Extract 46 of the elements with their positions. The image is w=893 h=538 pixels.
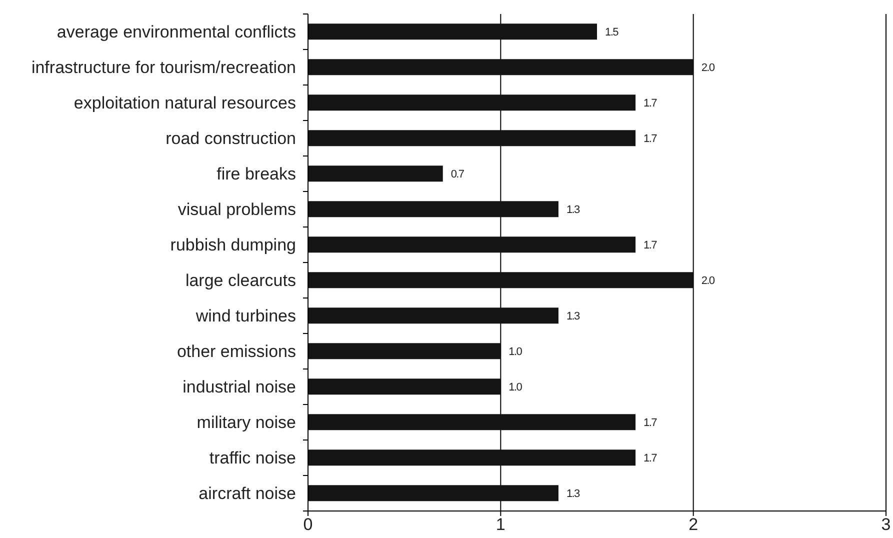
bar — [308, 343, 501, 360]
data-label: 1.3 — [566, 204, 580, 216]
y-tick-label: wind turbines — [194, 306, 296, 326]
bar — [308, 414, 636, 430]
y-tick-label: infrastructure for tourism/recreation — [31, 58, 296, 78]
bar — [308, 378, 501, 395]
bar — [308, 94, 636, 111]
data-label: 1.7 — [644, 97, 658, 110]
y-tick-label: other emissions — [176, 342, 296, 362]
y-tick-label: exploitation natural resources — [74, 94, 296, 113]
data-label: 2.0 — [701, 274, 715, 287]
data-label: 1.7 — [644, 239, 658, 252]
data-label: 1.0 — [508, 346, 522, 358]
data-label: 1.7 — [644, 416, 658, 429]
bar — [308, 272, 694, 288]
y-tick-label: traffic noise — [209, 448, 296, 468]
data-label: 1.3 — [566, 310, 580, 322]
data-label: 1.7 — [644, 132, 658, 145]
bar — [308, 24, 597, 40]
y-tick-label: military noise — [196, 413, 296, 432]
bar — [308, 166, 443, 182]
y-tick-label: road construction — [166, 129, 296, 148]
y-tick-label: fire breaks — [216, 164, 296, 184]
x-tick-label: 3 — [881, 515, 891, 534]
data-label: 1.5 — [605, 26, 619, 38]
bar — [308, 130, 636, 146]
y-tick-label: visual problems — [178, 200, 296, 220]
bar — [308, 59, 694, 76]
y-tick-label: large clearcuts — [185, 271, 296, 290]
x-tick-label: 2 — [688, 515, 698, 534]
data-label: 1.0 — [508, 381, 522, 394]
y-tick-label: aircraft noise — [198, 484, 296, 504]
data-label: 0.7 — [450, 168, 464, 180]
bar — [308, 236, 636, 253]
data-label: 1.7 — [644, 452, 658, 464]
y-tick-label: industrial noise — [182, 378, 296, 397]
bar — [308, 485, 558, 502]
x-tick-label: 0 — [303, 515, 313, 534]
bar — [308, 201, 558, 218]
y-tick-label: rubbish dumping — [170, 236, 296, 255]
data-label: 1.3 — [566, 488, 580, 500]
bar — [308, 308, 558, 324]
bar — [308, 450, 636, 466]
y-tick-label: average environmental conflicts — [56, 22, 296, 42]
data-label: 2.0 — [701, 62, 715, 74]
x-tick-label: 1 — [496, 515, 506, 534]
